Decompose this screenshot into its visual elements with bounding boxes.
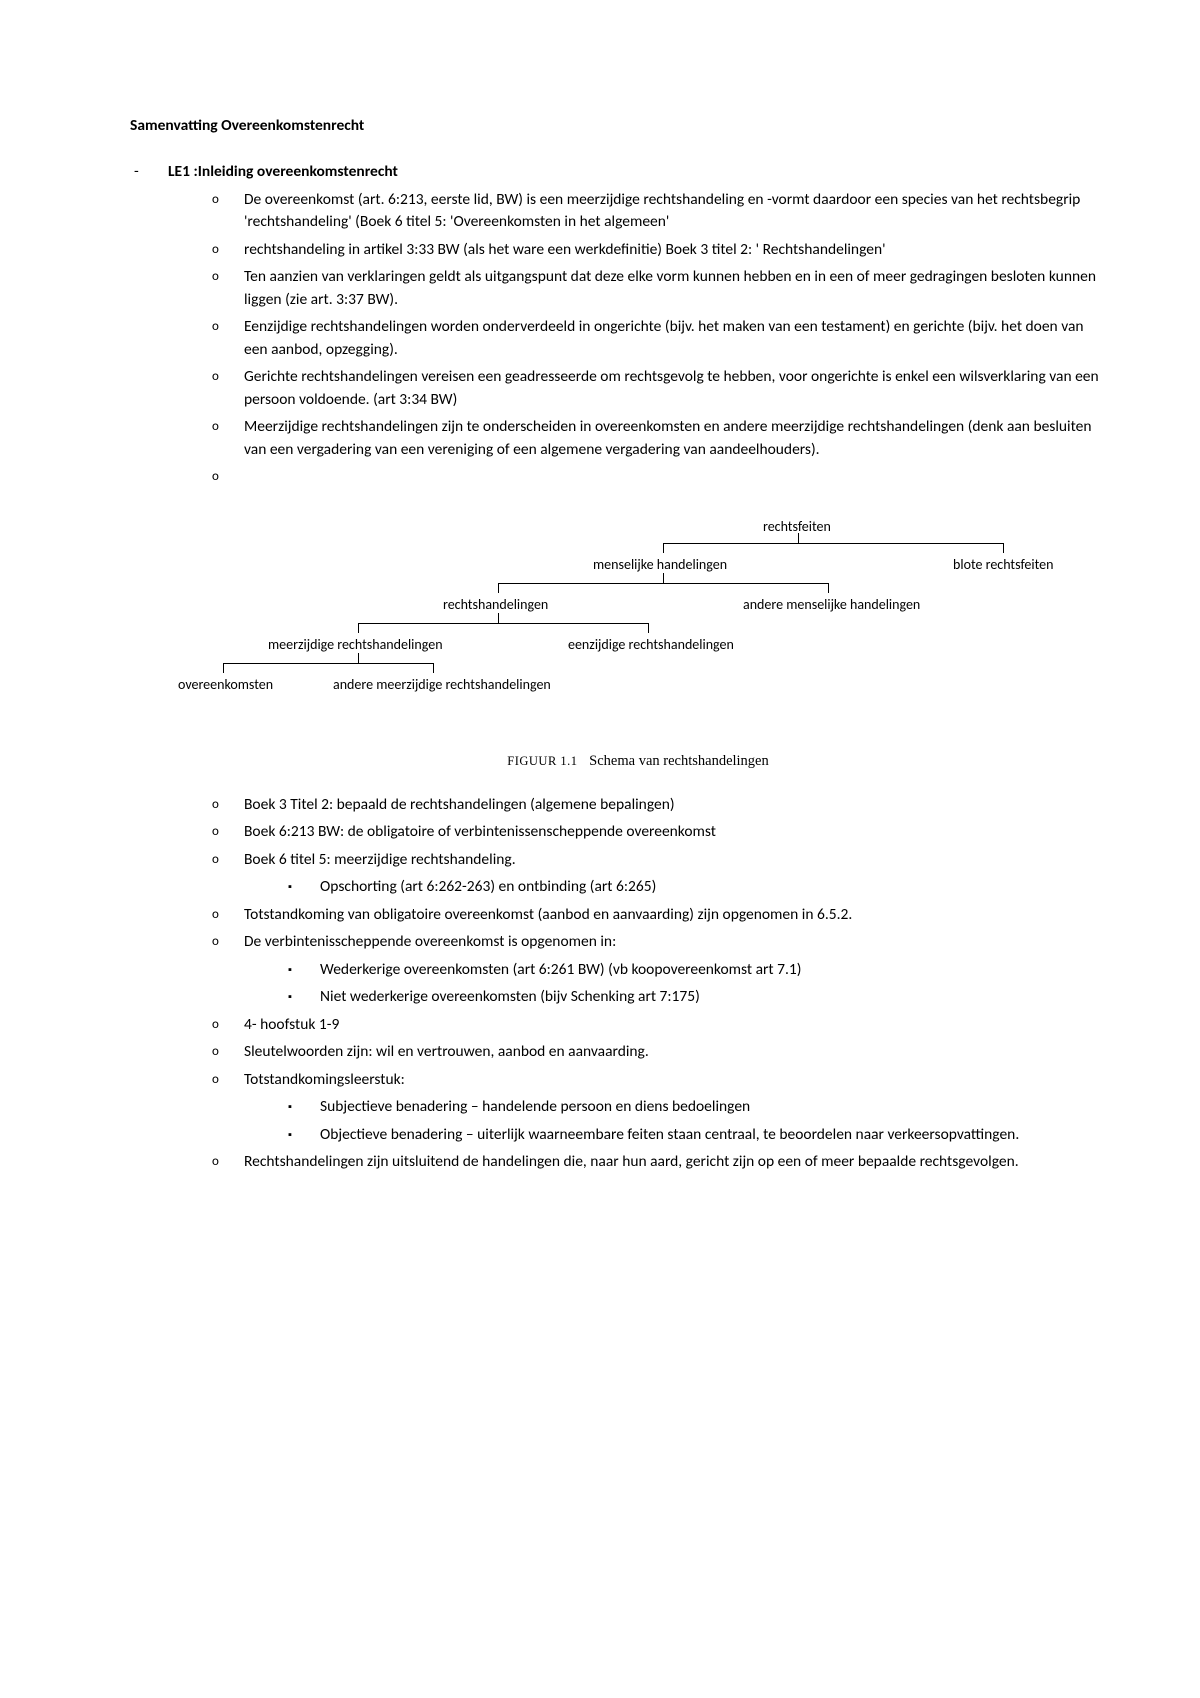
sub-list-item: ▪Wederkerige overeenkomsten (art 6:261 B… bbox=[282, 959, 1108, 981]
node-meerzijdige: meerzijdige rechtshandelingen bbox=[268, 635, 443, 655]
circle-bullet: o bbox=[206, 189, 244, 234]
list-item-empty: o bbox=[206, 466, 1108, 487]
list-item-text: Totstandkomingsleerstuk:▪Subjectieve ben… bbox=[244, 1069, 1108, 1146]
list-item-text: 4- hoofstuk 1-9 bbox=[244, 1014, 1108, 1036]
node-rechtshandelingen: rechtshandelingen bbox=[443, 595, 548, 615]
circle-bullet: o bbox=[206, 904, 244, 926]
circle-bullet: o bbox=[206, 416, 244, 461]
sub-list-item: ▪Subjectieve benadering – handelende per… bbox=[282, 1096, 1108, 1118]
list-item-text: Boek 6:213 BW: de obligatoire of verbint… bbox=[244, 821, 1108, 843]
sub-list-item-text: Niet wederkerige overeenkomsten (bijv Sc… bbox=[320, 986, 1108, 1008]
node-eenzijdige: eenzijdige rechtshandelingen bbox=[568, 635, 734, 655]
list-item-text: Totstandkoming van obligatoire overeenko… bbox=[244, 904, 1108, 926]
circle-bullet: o bbox=[206, 1069, 244, 1146]
circle-bullet: o bbox=[206, 1014, 244, 1036]
sub-list-item: ▪Niet wederkerige overeenkomsten (bijv S… bbox=[282, 986, 1108, 1008]
circle-bullet: o bbox=[206, 266, 244, 311]
list-item: oDe verbintenisscheppende overeenkomst i… bbox=[206, 931, 1108, 1008]
list-item-text: De overeenkomst (art. 6:213, eerste lid,… bbox=[244, 189, 1108, 234]
dash-bullet: - bbox=[130, 161, 168, 1173]
list-item: oBoek 6 titel 5: meerzijdige rechtshande… bbox=[206, 849, 1108, 899]
circle-bullet: o bbox=[206, 794, 244, 816]
figure-caption: FIGUUR 1.1 Schema van rechtshandelingen bbox=[168, 751, 1108, 772]
list-item: oEenzijdige rechtshandelingen worden ond… bbox=[206, 316, 1108, 361]
caption-text: Schema van rechtshandelingen bbox=[589, 753, 769, 769]
node-blote: blote rechtsfeiten bbox=[953, 555, 1053, 575]
list-item: oTotstandkoming van obligatoire overeenk… bbox=[206, 904, 1108, 926]
square-bullet: ▪ bbox=[282, 1124, 320, 1146]
square-bullet: ▪ bbox=[282, 959, 320, 981]
circle-bullet: o bbox=[206, 466, 244, 487]
list-item-text: Rechtshandelingen zijn uitsluitend de ha… bbox=[244, 1151, 1108, 1173]
diagram: rechtsfeiten menselijke handelingen blot… bbox=[168, 517, 1108, 737]
list-item: oBoek 6:213 BW: de obligatoire of verbin… bbox=[206, 821, 1108, 843]
node-overeenkomsten: overeenkomsten bbox=[178, 675, 273, 695]
circle-bullet: o bbox=[206, 821, 244, 843]
list-item: oGerichte rechtshandelingen vereisen een… bbox=[206, 366, 1108, 411]
list-item-text: Sleutelwoorden zijn: wil en vertrouwen, … bbox=[244, 1041, 1108, 1063]
list-item-text: Eenzijdige rechtshandelingen worden onde… bbox=[244, 316, 1108, 361]
list-item-text: Boek 6 titel 5: meerzijdige rechtshandel… bbox=[244, 849, 1108, 899]
sub-list-item: ▪Objectieve benadering – uiterlijk waarn… bbox=[282, 1124, 1108, 1146]
sub-list-item-text: Opschorting (art 6:262-263) en ontbindin… bbox=[320, 876, 1108, 898]
list-item-text: Gerichte rechtshandelingen vereisen een … bbox=[244, 366, 1108, 411]
list-item-text: Ten aanzien van verklaringen geldt als u… bbox=[244, 266, 1108, 311]
sub-list-item: ▪Opschorting (art 6:262-263) en ontbindi… bbox=[282, 876, 1108, 898]
list-item-text: rechtshandeling in artikel 3:33 BW (als … bbox=[244, 239, 1108, 261]
figure-wrap: rechtsfeiten menselijke handelingen blot… bbox=[168, 517, 1108, 772]
le1-body: LE1 :Inleiding overeenkomstenrecht oDe o… bbox=[168, 161, 1108, 1173]
square-bullet: ▪ bbox=[282, 986, 320, 1008]
circle-bullet: o bbox=[206, 849, 244, 899]
list-item: oTotstandkomingsleerstuk:▪Subjectieve be… bbox=[206, 1069, 1108, 1146]
le1-heading: LE1 :Inleiding overeenkomstenrecht bbox=[168, 161, 1108, 183]
circle-bullet: o bbox=[206, 1151, 244, 1173]
list-item: oSleutelwoorden zijn: wil en vertrouwen,… bbox=[206, 1041, 1108, 1063]
node-menselijke: menselijke handelingen bbox=[593, 555, 727, 575]
circle-bullet: o bbox=[206, 366, 244, 411]
list-item: oDe overeenkomst (art. 6:213, eerste lid… bbox=[206, 189, 1108, 234]
sub-list-item-text: Objectieve benadering – uiterlijk waarne… bbox=[320, 1124, 1108, 1146]
circle-bullet: o bbox=[206, 239, 244, 261]
circle-bullet: o bbox=[206, 931, 244, 1008]
list-item: o4- hoofstuk 1-9 bbox=[206, 1014, 1108, 1036]
list-item: oRechtshandelingen zijn uitsluitend de h… bbox=[206, 1151, 1108, 1173]
list-item: o rechtshandeling in artikel 3:33 BW (al… bbox=[206, 239, 1108, 261]
node-andere-meerz: andere meerzijdige rechtshandelingen bbox=[333, 675, 551, 695]
caption-label: FIGUUR 1.1 bbox=[507, 754, 577, 768]
list-item: oTen aanzien van verklaringen geldt als … bbox=[206, 266, 1108, 311]
square-bullet: ▪ bbox=[282, 876, 320, 898]
sub-list-item-text: Subjectieve benadering – handelende pers… bbox=[320, 1096, 1108, 1118]
node-andere-mens: andere menselijke handelingen bbox=[743, 595, 920, 615]
circle-bullet: o bbox=[206, 316, 244, 361]
circle-bullet: o bbox=[206, 1041, 244, 1063]
list-item-text: Boek 3 Titel 2: bepaald de rechtshandeli… bbox=[244, 794, 1108, 816]
square-bullet: ▪ bbox=[282, 1096, 320, 1118]
le1-section: - LE1 :Inleiding overeenkomstenrecht oDe… bbox=[130, 161, 1070, 1173]
list-item-text bbox=[244, 466, 1108, 487]
sub-list-item-text: Wederkerige overeenkomsten (art 6:261 BW… bbox=[320, 959, 1108, 981]
list-item: oMeerzijdige rechtshandelingen zijn te o… bbox=[206, 416, 1108, 461]
document-title: Samenvatting Overeenkomstenrecht bbox=[130, 115, 1070, 137]
list-item: oBoek 3 Titel 2: bepaald de rechtshandel… bbox=[206, 794, 1108, 816]
list-item-text: Meerzijdige rechtshandelingen zijn te on… bbox=[244, 416, 1108, 461]
list-item-text: De verbintenisscheppende overeenkomst is… bbox=[244, 931, 1108, 1008]
node-rechtsfeiten: rechtsfeiten bbox=[763, 517, 831, 537]
